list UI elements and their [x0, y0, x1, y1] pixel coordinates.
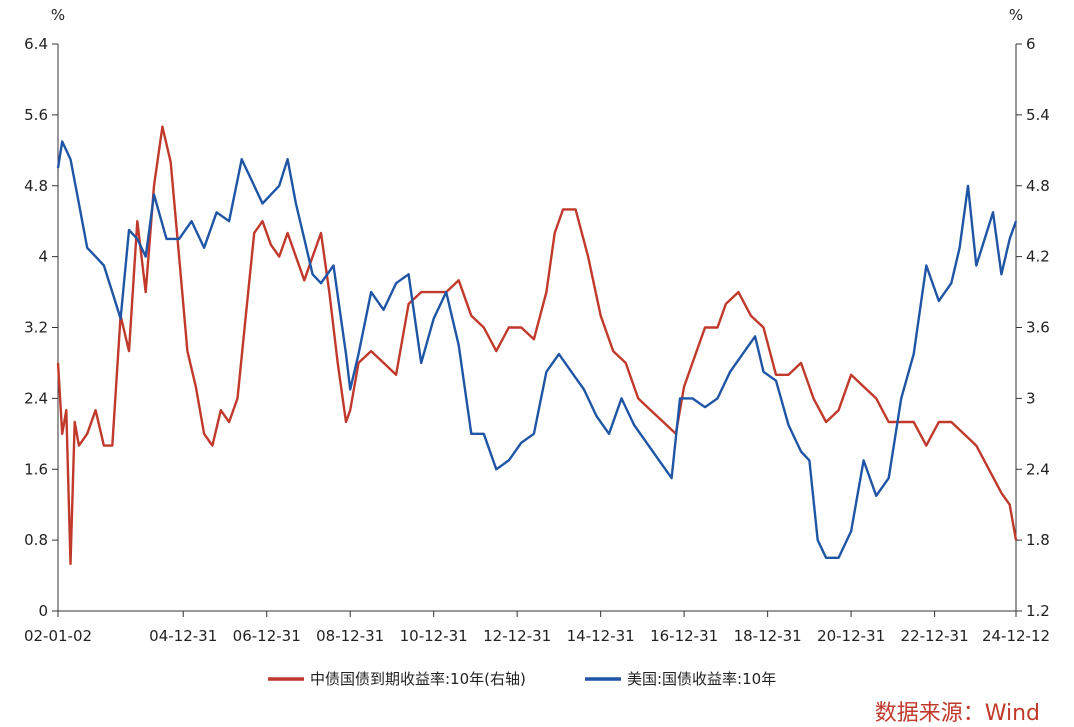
x-tick-label: 06-12-31 — [233, 627, 301, 645]
left-tick-label: 5.6 — [24, 106, 48, 124]
right-tick-label: 3 — [1026, 389, 1036, 407]
x-tick-label: 20-12-31 — [817, 627, 885, 645]
right-tick-label: 1.2 — [1026, 602, 1050, 620]
left-tick-label: 4 — [38, 248, 48, 266]
right-tick-label: 3.6 — [1026, 319, 1050, 337]
x-tick-label: 02-01-02 — [24, 627, 92, 645]
left-tick-label: 3.2 — [24, 319, 48, 337]
left-tick-label: 0 — [38, 602, 48, 620]
x-tick-label: 12-12-31 — [483, 627, 551, 645]
series-line-2 — [56, 140, 1018, 559]
right-tick-label: 4.8 — [1026, 177, 1050, 195]
right-tick-label: 1.8 — [1026, 531, 1050, 549]
right-tick-label: 5.4 — [1026, 106, 1050, 124]
axes: % % 0 0.8 1.6 2.4 3.2 4 4.8 5.6 6.4 1.2 1.8 2.4 3 3.6 4.… — [24, 6, 1050, 645]
right-axis-unit: % — [1009, 6, 1023, 24]
x-tick-label: 22-12-31 — [901, 627, 969, 645]
right-tick-label: 4.2 — [1026, 248, 1050, 266]
x-tick-label: 08-12-31 — [316, 627, 384, 645]
left-tick-label: 4.8 — [24, 177, 48, 195]
x-tick-label: 14-12-31 — [567, 627, 635, 645]
right-tick-label: 6 — [1026, 35, 1036, 53]
x-tick-label: 24-12-12 — [982, 627, 1050, 645]
legend-label-1: 中债国债到期收益率:10年(右轴) — [310, 670, 526, 688]
series-lines — [56, 125, 1018, 565]
legend-label-2: 美国:国债收益率:10年 — [627, 670, 776, 688]
left-tick-label: 0.8 — [24, 531, 48, 549]
x-tick-label: 10-12-31 — [400, 627, 468, 645]
x-tick-label: 16-12-31 — [650, 627, 718, 645]
series-line-1 — [56, 125, 1018, 565]
left-tick-label: 2.4 — [24, 389, 48, 407]
x-tick-label: 04-12-31 — [149, 627, 217, 645]
legend: 中债国债到期收益率:10年(右轴) 美国:国债收益率:10年 — [268, 670, 776, 688]
right-tick-label: 2.4 — [1026, 460, 1050, 478]
left-tick-label: 6.4 — [24, 35, 48, 53]
x-tick-label: 18-12-31 — [734, 627, 802, 645]
left-axis-unit: % — [51, 6, 65, 24]
left-tick-label: 1.6 — [24, 460, 48, 478]
data-source-label: 数据来源：Wind — [874, 701, 1040, 726]
